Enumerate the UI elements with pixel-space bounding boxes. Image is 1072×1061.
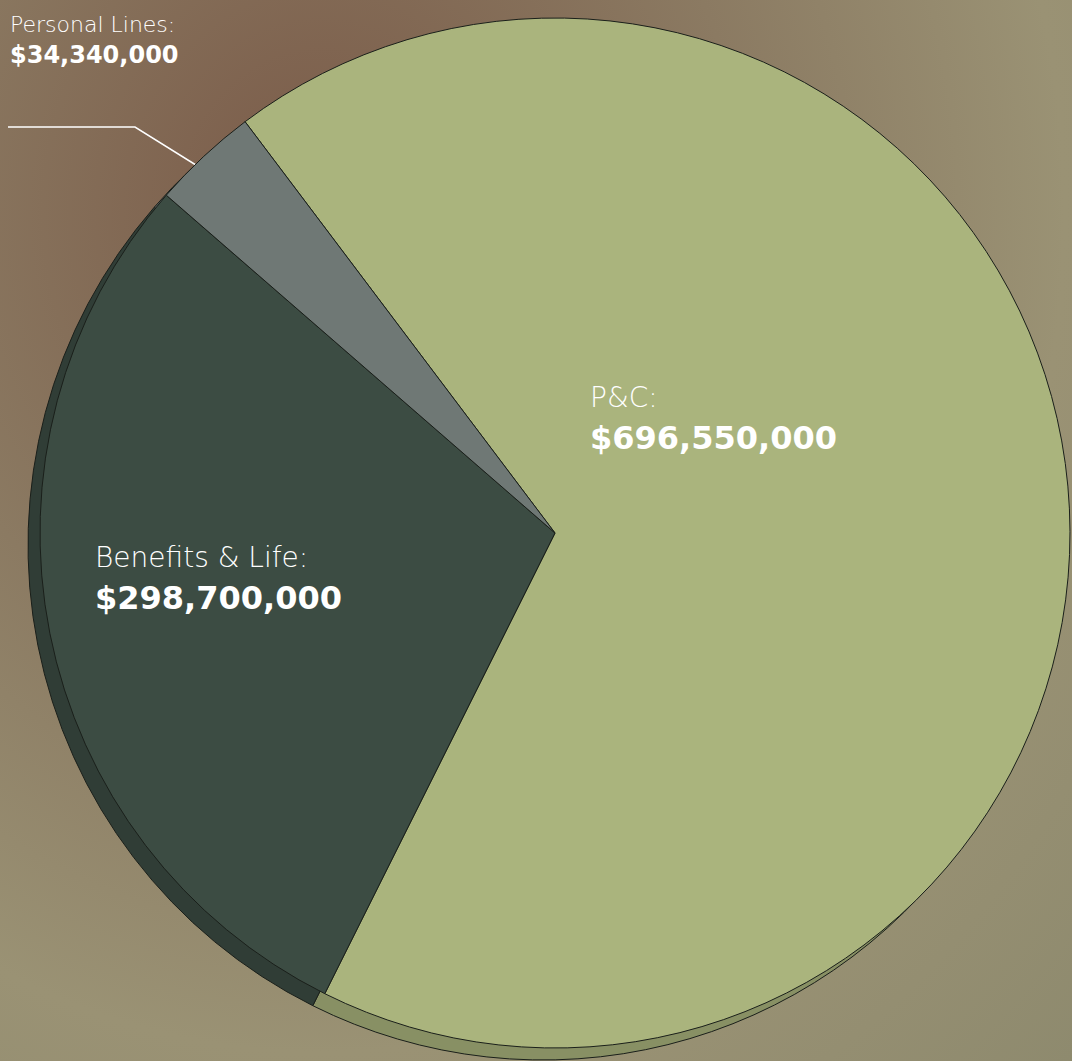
svg-text:$696,550,000: $696,550,000	[590, 419, 837, 457]
svg-text:Personal Lines:: Personal Lines:	[10, 12, 175, 37]
svg-text:P&C:: P&C:	[590, 381, 658, 414]
svg-text:$298,700,000: $298,700,000	[95, 579, 342, 617]
svg-text:$34,340,000: $34,340,000	[10, 41, 179, 69]
svg-text:Benefits & Life:: Benefits & Life:	[95, 541, 308, 574]
